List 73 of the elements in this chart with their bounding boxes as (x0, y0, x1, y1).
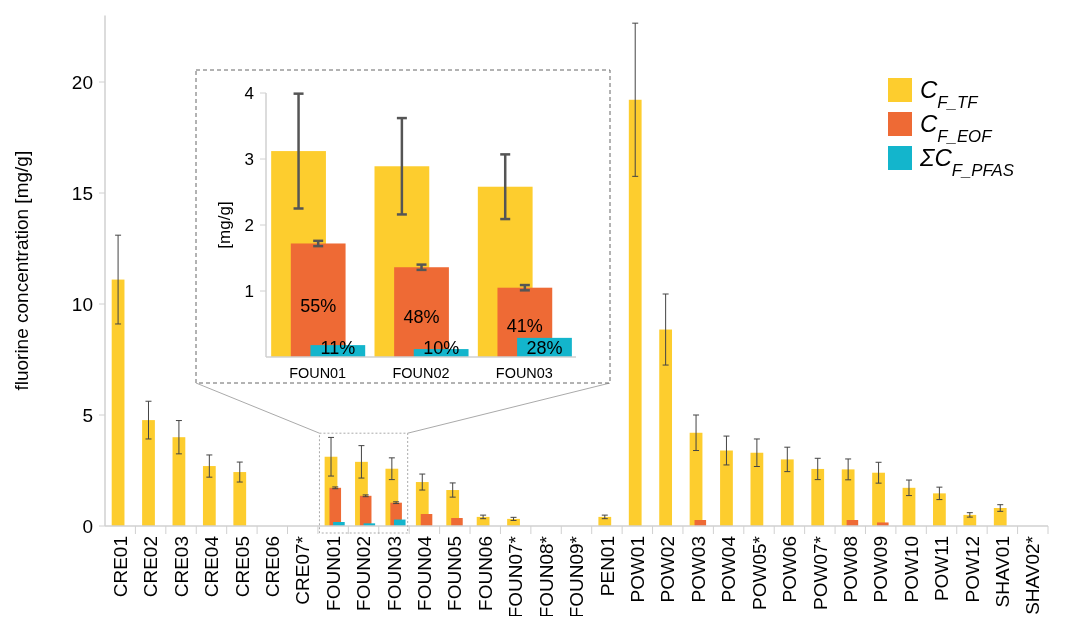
x-tick-label: FOUN09* (566, 535, 588, 619)
bar (720, 450, 733, 526)
x-tick-label: SHAV01 (992, 536, 1014, 608)
y-tick-label: 5 (82, 404, 93, 426)
y-tick-label: 3 (244, 149, 254, 169)
bar (359, 495, 372, 526)
bar (933, 493, 946, 526)
bar (202, 466, 216, 526)
y-tick-label: 4 (244, 83, 254, 103)
x-tick-label: POW08 (839, 536, 861, 603)
x-tick-label: FOUN05 (444, 536, 466, 611)
legend-label: C$_{F_TF}$ (920, 76, 980, 112)
bar (750, 452, 764, 526)
x-tick-label: FOUN07* (505, 535, 527, 619)
y-tick-label: 20 (71, 71, 93, 93)
bar (659, 329, 673, 526)
x-tick-label: POW07* (809, 535, 831, 610)
x-tick-label: POW05* (748, 535, 770, 610)
bar (780, 459, 794, 526)
annotation: 41% (506, 316, 543, 337)
y-tick-label: 10 (71, 293, 93, 315)
bar (111, 279, 125, 526)
x-tick-label: POW01 (626, 536, 648, 603)
x-tick-label: POW11 (931, 536, 953, 602)
x-tick-label: POW06 (779, 536, 801, 603)
bar (451, 518, 463, 526)
y-tick-label: 0 (82, 515, 93, 537)
x-tick-label: FOUN02 (392, 365, 450, 382)
y-tick-label: 2 (244, 215, 254, 235)
x-tick-label: POW04 (718, 535, 740, 603)
x-tick-label: CRE04 (201, 535, 223, 598)
x-tick-label: CRE06 (261, 536, 283, 598)
x-tick-label: POW02 (657, 536, 679, 603)
x-tick-label: CRE03 (170, 536, 192, 598)
x-tick-label: FOUN02 (353, 536, 375, 611)
bar (689, 432, 703, 526)
bar (841, 469, 855, 526)
annotation: 10% (423, 338, 460, 358)
x-tick-label: CRE07* (292, 535, 314, 605)
x-tick-label: CRE02 (140, 536, 162, 598)
bar (628, 99, 642, 526)
bar (329, 487, 342, 526)
bar (233, 472, 247, 526)
x-tick-label: FOUN08* (535, 535, 557, 619)
x-tick-label: FOUN06 (474, 536, 496, 611)
x-tick-label: FOUN03 (495, 365, 553, 382)
x-tick-label: PEN01 (596, 536, 618, 597)
x-tick-label: FOUN03 (383, 536, 405, 611)
bar (142, 420, 155, 526)
x-tick-label: FOUN01 (322, 536, 344, 611)
bar (811, 468, 825, 526)
x-tick-label: POW09 (870, 536, 892, 603)
y-tick-label: 15 (71, 182, 93, 204)
annotation: 55% (300, 296, 337, 317)
x-tick-label: POW03 (687, 536, 709, 603)
bar (172, 437, 186, 526)
bar (993, 508, 1007, 526)
y-axis-title: [mg/g] (215, 201, 234, 249)
x-tick-label: FOUN04 (414, 535, 436, 611)
bar (872, 472, 885, 526)
x-tick-label: FOUN01 (289, 365, 347, 382)
x-tick-label: SHAV02* (1022, 535, 1044, 615)
bar (902, 487, 916, 526)
annotation: 48% (403, 306, 440, 327)
x-tick-label: POW10 (900, 536, 922, 603)
legend-label: C$_{F_EOF}$ (920, 110, 994, 146)
x-tick-label: CRE05 (231, 536, 253, 598)
x-tick-label: CRE01 (109, 536, 131, 598)
y-tick-label: 1 (244, 281, 254, 301)
y-axis-title: fluorine concentration [mg/g] (11, 150, 32, 391)
annotation: 28% (526, 338, 563, 358)
x-tick-label: POW12 (961, 536, 983, 603)
legend-label: ΣC$_{F_PFAS}$ (919, 144, 1015, 180)
